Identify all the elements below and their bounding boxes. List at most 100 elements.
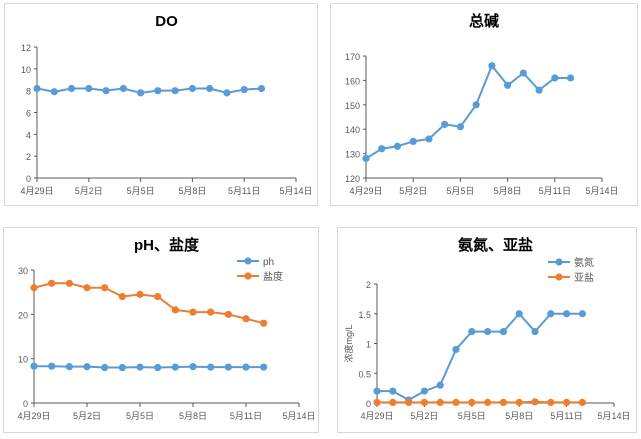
data-point xyxy=(420,398,428,407)
data-point xyxy=(484,328,492,336)
y-tick-label: 160 xyxy=(345,76,360,86)
data-point xyxy=(484,398,492,407)
chart-total-alkalinity-svg: 总碱 120 130 140 150 160 170 4月29日 5月2日 5月5日 5月8日 5月1… xyxy=(345,12,619,196)
data-point xyxy=(420,387,428,395)
chart-do-svg: DO 0 2 4 6 8 10 12 4月29日 5月2日 5月5日 5月8日 5月11日 5月14日 xyxy=(20,13,312,196)
y-tick-label: 1.5 xyxy=(358,310,371,320)
data-point xyxy=(468,398,476,407)
data-point xyxy=(67,84,76,93)
data-point xyxy=(137,89,145,97)
y-tick-label: 130 xyxy=(345,150,360,160)
x-tick-label: 5月8日 xyxy=(494,186,522,196)
x-tick-label: 5月11日 xyxy=(228,186,260,196)
data-point xyxy=(240,85,248,94)
data-point xyxy=(30,362,38,370)
chart-title: pH、盐度 xyxy=(134,236,200,254)
y-tick-label: 20 xyxy=(18,310,28,320)
y-tick-label: 140 xyxy=(345,125,360,135)
y-tick-label: 0 xyxy=(366,399,371,409)
chart-ammonia-nitrite: 氨氮、亚盐 浓度mg/L 0 0.5 1 1.5 2 4月29日 5月2日 5月5日 5月8日 5月1… xyxy=(337,227,637,433)
x-tick-label: 5月2日 xyxy=(75,186,103,196)
data-point xyxy=(65,363,73,371)
data-point xyxy=(154,363,162,372)
data-point xyxy=(118,293,126,301)
data-point xyxy=(50,88,58,96)
data-point xyxy=(452,345,460,354)
x-tick-label: 4月29日 xyxy=(349,186,382,196)
data-point xyxy=(242,315,250,323)
data-point xyxy=(136,363,144,371)
legend-marker xyxy=(244,257,252,265)
data-point xyxy=(224,310,232,318)
x-tick-label: 5月5日 xyxy=(126,411,154,421)
data-point xyxy=(373,398,381,407)
legend-label: 氨氮 xyxy=(574,256,594,269)
data-point xyxy=(389,398,397,407)
x-tick-label: 5月2日 xyxy=(410,411,438,421)
y-tick-label: 1 xyxy=(366,340,371,350)
data-point xyxy=(207,308,215,316)
x-tick-label: 5月11日 xyxy=(539,186,571,196)
data-point xyxy=(101,363,109,372)
data-point xyxy=(551,74,559,82)
data-point xyxy=(30,284,38,292)
data-point xyxy=(83,363,91,371)
data-point xyxy=(472,101,480,109)
x-tick-label: 5月14日 xyxy=(597,411,630,421)
data-point xyxy=(499,328,507,336)
x-tick-label: 5月11日 xyxy=(230,411,262,421)
chart-ph-salinity: pH、盐度 0 10 20 30 4月29日 5月2日 5月5日 5月8日 5月11日 5月14日 p… xyxy=(3,227,319,433)
data-point xyxy=(260,319,268,327)
data-point xyxy=(515,398,523,407)
data-point xyxy=(33,84,41,93)
data-point xyxy=(102,87,110,95)
series-line xyxy=(377,312,583,402)
data-point xyxy=(504,81,512,89)
y-tick-label: 150 xyxy=(345,101,360,111)
data-point xyxy=(452,398,460,407)
data-point xyxy=(425,135,433,143)
data-point xyxy=(223,89,231,97)
legend-marker xyxy=(244,272,252,280)
x-tick-label: 4月29日 xyxy=(17,411,50,421)
data-point xyxy=(257,84,266,93)
data-point xyxy=(547,310,555,318)
data-point xyxy=(499,398,507,407)
y-tick-label: 2 xyxy=(26,152,31,162)
chart-title: 氨氮、亚盐 xyxy=(458,236,533,254)
data-point xyxy=(101,284,109,292)
chart-ph-salinity-svg: pH、盐度 0 10 20 30 4月29日 5月2日 5月5日 5月8日 5月11日 5月14日 p… xyxy=(17,236,315,421)
y-tick-label: 0.5 xyxy=(358,369,371,379)
legend-marker xyxy=(555,273,563,281)
y-tick-label: 170 xyxy=(345,52,360,62)
chart-title: DO xyxy=(155,13,178,30)
y-axis-label: 浓度mg/L xyxy=(343,324,354,362)
y-tick-label: 0 xyxy=(23,399,28,409)
x-tick-label: 5月5日 xyxy=(127,186,155,196)
x-tick-label: 5月5日 xyxy=(458,411,486,421)
y-tick-label: 10 xyxy=(21,65,31,75)
data-point xyxy=(566,74,575,82)
data-point xyxy=(189,308,197,316)
data-point xyxy=(118,363,126,372)
data-point xyxy=(578,398,586,407)
data-point xyxy=(535,86,543,94)
x-tick-label: 5月14日 xyxy=(279,186,312,196)
x-tick-label: 5月8日 xyxy=(179,411,207,421)
x-tick-label: 5月14日 xyxy=(585,186,618,196)
x-tick-label: 5月8日 xyxy=(178,186,206,196)
x-tick-label: 5月8日 xyxy=(505,411,533,421)
y-tick-label: 4 xyxy=(26,130,31,140)
chart-total-alkalinity: 总碱 120 130 140 150 160 170 4月29日 5月2日 5月5日 5月8日 5月1… xyxy=(330,3,638,206)
data-point xyxy=(488,62,496,70)
data-point xyxy=(373,387,381,395)
data-point xyxy=(393,142,402,150)
data-point xyxy=(48,362,56,370)
x-tick-label: 5月14日 xyxy=(282,411,315,421)
data-point xyxy=(171,306,179,314)
y-tick-label: 0 xyxy=(26,174,31,184)
data-point xyxy=(405,398,413,407)
data-point xyxy=(547,398,555,407)
data-point xyxy=(436,398,444,407)
